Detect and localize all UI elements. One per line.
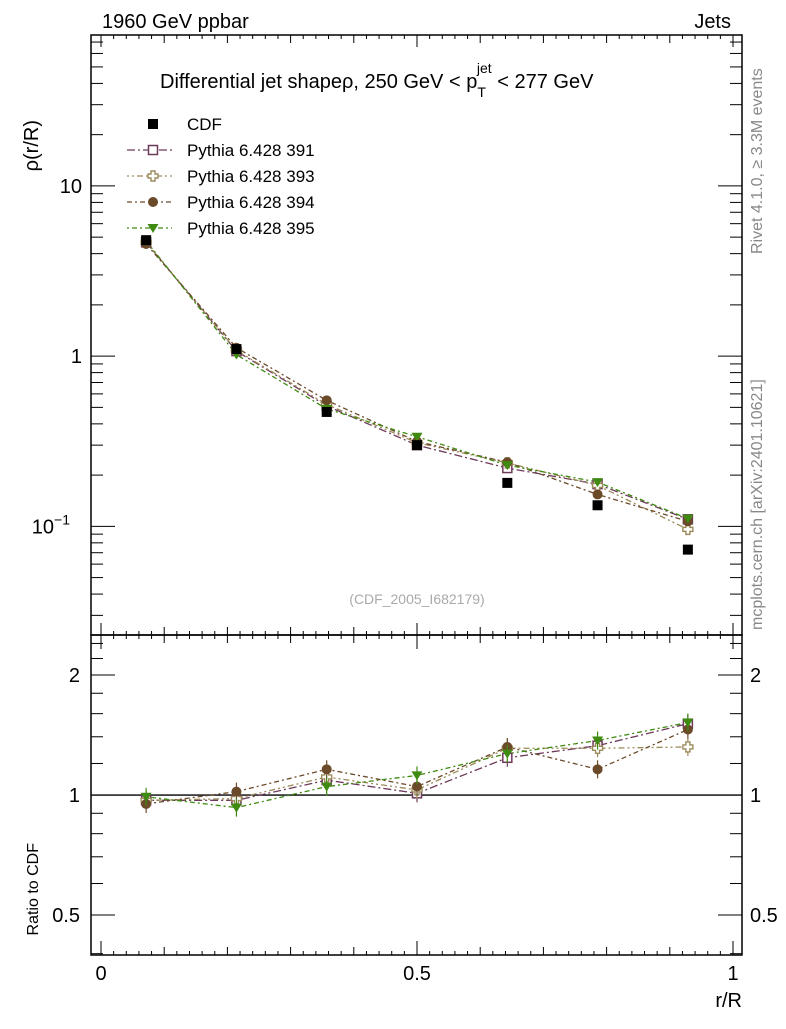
y-tick-label-right: 0.5: [750, 905, 778, 927]
marker-triangle-down: [592, 478, 604, 488]
legend-label: CDF: [187, 115, 222, 134]
header-left: 1960 GeV ppbar: [102, 11, 249, 33]
marker-circle: [592, 764, 603, 775]
marker-open-cross: [682, 741, 694, 753]
marker-open-square: [147, 144, 159, 156]
marker-triangle-down: [140, 792, 152, 802]
marker-square: [592, 500, 603, 511]
marker-circle: [148, 197, 158, 207]
marker-triangle-down: [682, 514, 694, 524]
ratio-panel: 2 2 1 1 0.5 0.5 0 0.5 1: [52, 634, 778, 985]
title-sub: T: [477, 84, 486, 100]
marker-square: [682, 544, 693, 555]
side-text-mcplots: mcplots.cern.ch [arXiv:2401.10621]: [749, 379, 766, 630]
marker-triangle-down: [321, 782, 333, 792]
marker-triangle-down: [501, 749, 513, 759]
marker-triangle-down: [682, 718, 694, 728]
y-tick-label-right: 1: [750, 785, 761, 807]
marker-square: [412, 440, 422, 451]
header-right: Jets: [694, 11, 731, 33]
marker-square: [321, 406, 332, 417]
series-line-1: [145, 241, 689, 520]
x-axis-label: r/R: [715, 990, 742, 1012]
marker-open-cross: [682, 523, 694, 536]
x-tick-label: 0.5: [403, 963, 431, 985]
ratio-y-label: Ratio to CDF: [25, 843, 42, 936]
marker-triangle-down: [592, 736, 604, 746]
legend-label: Pythia 6.428 391: [187, 141, 315, 160]
marker-triangle-down: [230, 803, 242, 813]
legend-label: Pythia 6.428 394: [187, 193, 315, 212]
y-tick-label: 0.5: [52, 905, 80, 927]
marker-circle: [412, 781, 422, 792]
marker-open-cross: [147, 170, 159, 182]
main-y-label: ρ(r/R): [21, 120, 43, 171]
y-tick-label: 1: [71, 346, 82, 368]
marker-triangle-down: [411, 432, 423, 442]
marker-triangle-down: [501, 461, 513, 471]
marker-triangle-down: [147, 224, 159, 233]
title-prefix: Differential jet shapeρ, 250 GeV < p: [160, 71, 477, 93]
marker-square: [148, 119, 158, 129]
y-tick-label: 2: [69, 665, 80, 687]
x-tick-label: 1: [727, 963, 738, 985]
marker-circle: [321, 764, 332, 775]
plot-title: Differential jet shapeρ, 250 GeV < pTjet…: [160, 60, 594, 100]
x-tick-label: 0: [95, 963, 106, 985]
y-tick-label: 10: [60, 176, 82, 198]
marker-triangle-down: [411, 771, 423, 781]
marker-square: [231, 344, 242, 355]
title-suffix: < 277 GeV: [492, 71, 594, 93]
marker-square: [141, 235, 152, 246]
title-sup: jet: [476, 60, 492, 76]
legend-label: Pythia 6.428 393: [187, 167, 315, 186]
y-tick-label-right: 2: [750, 665, 761, 687]
y-tick-label-base: 10: [32, 516, 54, 538]
legend: CDF Pythia 6.428 391 Pythia 6.428 393 Pythi…: [127, 115, 315, 238]
marker-circle: [321, 395, 332, 406]
marker-circle: [231, 786, 242, 797]
y-tick-label: 1: [69, 785, 80, 807]
series-line-4: [145, 240, 689, 520]
marker-circle: [592, 489, 603, 500]
legend-label: Pythia 6.428 395: [187, 219, 315, 238]
side-text-rivet: Rivet 4.1.0, ≥ 3.3M events: [749, 68, 766, 254]
analysis-watermark: (CDF_2005_I682179): [349, 591, 484, 607]
series-line-3: [145, 243, 689, 522]
y-tick-label-exp: −1: [54, 511, 70, 527]
y-tick-label: 10−1: [32, 511, 70, 538]
marker-square: [502, 477, 513, 488]
